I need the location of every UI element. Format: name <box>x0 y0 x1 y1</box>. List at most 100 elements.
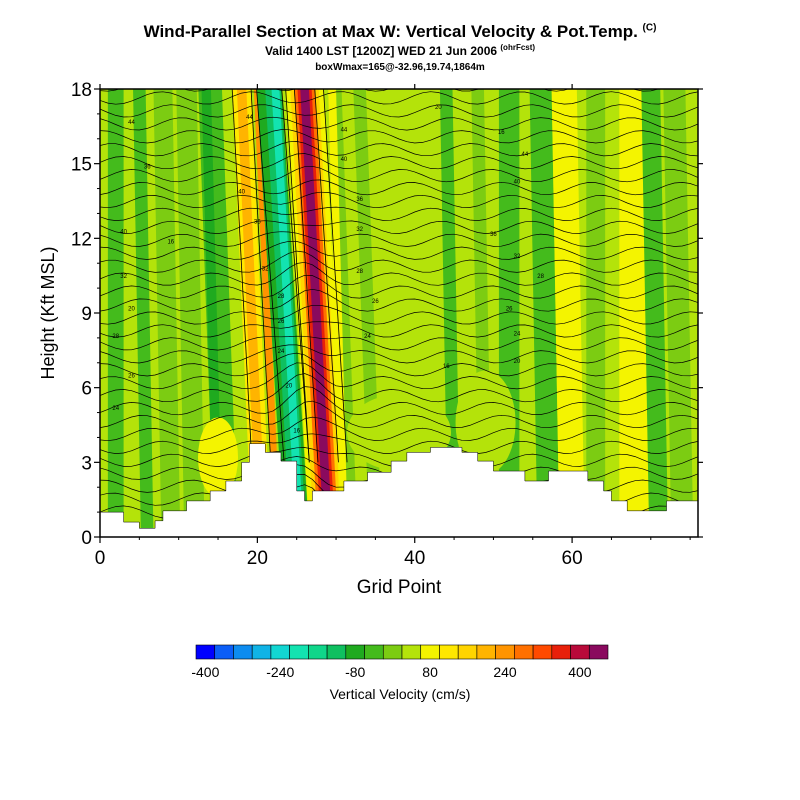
colorbar-tick-label-3: 80 <box>422 664 438 680</box>
isentrope-label-19: 40 <box>341 157 348 163</box>
velocity-band-25 <box>586 89 606 537</box>
isentrope-29 <box>100 129 698 144</box>
y-tick-label-5: 15 <box>71 155 92 176</box>
isentrope-21 <box>100 231 698 247</box>
colorbar-swatch-10 <box>382 644 403 660</box>
isentrope-7 <box>100 400 698 429</box>
terrain-outline <box>100 443 698 529</box>
colorbar-swatch-13 <box>439 644 459 660</box>
y-tick-label-1: 3 <box>81 453 92 474</box>
colorbar: -400 -240 -80 80 240 400 <box>191 644 609 680</box>
isentrope-label-10: 40 <box>238 190 245 196</box>
isentrope-label-8: 16 <box>167 239 174 245</box>
y-axis-label: Height (Kft MSL) <box>38 246 58 379</box>
velocity-band-8 <box>253 89 281 537</box>
isentrope-15 <box>100 304 698 325</box>
colorbar-swatch-5 <box>289 644 309 660</box>
colorbar-swatch-9 <box>364 644 384 660</box>
chart-title-mark: (C) <box>642 22 657 34</box>
isentrope-label-21: 32 <box>356 227 363 233</box>
x-tick-label-2: 40 <box>404 548 425 569</box>
isentrope-20 <box>100 240 698 260</box>
isentrope-label-4: 28 <box>112 334 119 340</box>
colorbar-swatch-16 <box>495 644 515 660</box>
isentrope-26 <box>100 165 698 183</box>
isentrope-6 <box>100 416 698 442</box>
isentrope-label-11: 36 <box>254 219 261 225</box>
y-tick-label-4: 12 <box>71 229 92 250</box>
isentrope-32 <box>100 91 698 105</box>
isentrope-5 <box>100 433 698 454</box>
x-axis-label: Grid Point <box>357 577 442 598</box>
isentrope-label-7: 20 <box>128 307 135 313</box>
w-contour-right-2 <box>281 89 310 463</box>
colorbar-tick-label-5: 400 <box>568 664 592 680</box>
y-tick-label-0: 0 <box>81 528 92 549</box>
isentrope-label-9: 44 <box>246 115 253 121</box>
isentrope-label-6: 24 <box>112 406 119 412</box>
isentrope-label-34: 20 <box>514 359 521 365</box>
colorbar-swatch-18 <box>532 644 553 660</box>
w-contour-left-0 <box>285 89 310 463</box>
colorbar-swatch-3 <box>251 644 272 660</box>
velocity-band-1 <box>176 89 205 537</box>
w-contour-right-0 <box>323 89 348 463</box>
isentrope-13 <box>100 335 698 351</box>
isentrope-label-24: 24 <box>364 334 371 340</box>
chart-title: Wind-Parallel Section at Max W: Vertical… <box>0 22 800 42</box>
plot-area: 44 40 36 32 28 26 24 20 16 44 40 36 32 28 26 24 20 16 44 40… <box>100 89 698 537</box>
isentrope-31 <box>100 104 698 118</box>
y-tick-label-2: 6 <box>81 379 92 400</box>
colorbar-label: Vertical Velocity (cm/s) <box>330 686 471 702</box>
terrain-mask <box>100 443 698 537</box>
colorbar-swatch-20 <box>570 644 590 660</box>
isentrope-label-16: 20 <box>285 384 292 390</box>
y-tick-label-6: 18 <box>71 80 92 101</box>
isentrope-label-12: 32 <box>262 267 269 273</box>
x-tick-label-3: 60 <box>562 548 583 569</box>
isentrope-33 <box>100 89 660 92</box>
velocity-band-23 <box>529 89 560 537</box>
isentrope-18 <box>100 261 698 286</box>
isentrope-label-32: 26 <box>506 307 513 313</box>
isentrope-10 <box>100 362 698 390</box>
isentrope-14 <box>100 321 698 338</box>
velocity-band-20 <box>439 89 461 537</box>
isentrope-label-29: 36 <box>490 232 497 238</box>
y-tick-label-3: 9 <box>81 304 92 325</box>
w-contour-left-1 <box>293 89 319 463</box>
isentrope-30 <box>100 116 698 131</box>
x-tick-label-1: 20 <box>247 548 268 569</box>
isentrope-12 <box>100 344 698 364</box>
colorbar-swatch-6 <box>308 644 328 660</box>
isentrope-9 <box>100 373 698 403</box>
colorbar-swatch-7 <box>326 644 347 660</box>
isentrope-label-27: 44 <box>522 152 529 158</box>
colorbar-swatch-4 <box>270 644 290 660</box>
velocity-band-28 <box>663 89 694 537</box>
isentrope-label-35: 16 <box>443 364 450 370</box>
w-contour-left-2 <box>256 89 285 463</box>
colorbar-tick-label-2: -80 <box>345 664 365 680</box>
low-level-blob-2 <box>455 370 516 475</box>
w-contour-left-3 <box>231 89 253 463</box>
isentrope-label-30: 32 <box>514 254 521 260</box>
isentrope-label-13: 28 <box>278 294 285 300</box>
isentrope-label-28: 40 <box>514 180 521 186</box>
velocity-band-27 <box>641 89 669 537</box>
isentrope-label-2: 36 <box>144 165 151 171</box>
w-contour-right-1 <box>314 89 339 463</box>
colorbar-tick-label-4: 240 <box>493 664 517 680</box>
isentrope-22 <box>100 220 698 234</box>
isentrope-label-0: 44 <box>128 120 135 126</box>
chart-title-text: Wind-Parallel Section at Max W: Vertical… <box>143 22 638 41</box>
isentrope-label-22: 28 <box>356 269 363 275</box>
colorbar-swatch-21 <box>588 644 609 660</box>
colorbar-swatch-19 <box>551 644 571 660</box>
isentrope-label-1: 40 <box>120 229 127 235</box>
colorbar-swatch-17 <box>514 644 534 660</box>
colorbar-swatch-11 <box>401 644 422 660</box>
isentrope-label-17: 16 <box>293 428 300 434</box>
